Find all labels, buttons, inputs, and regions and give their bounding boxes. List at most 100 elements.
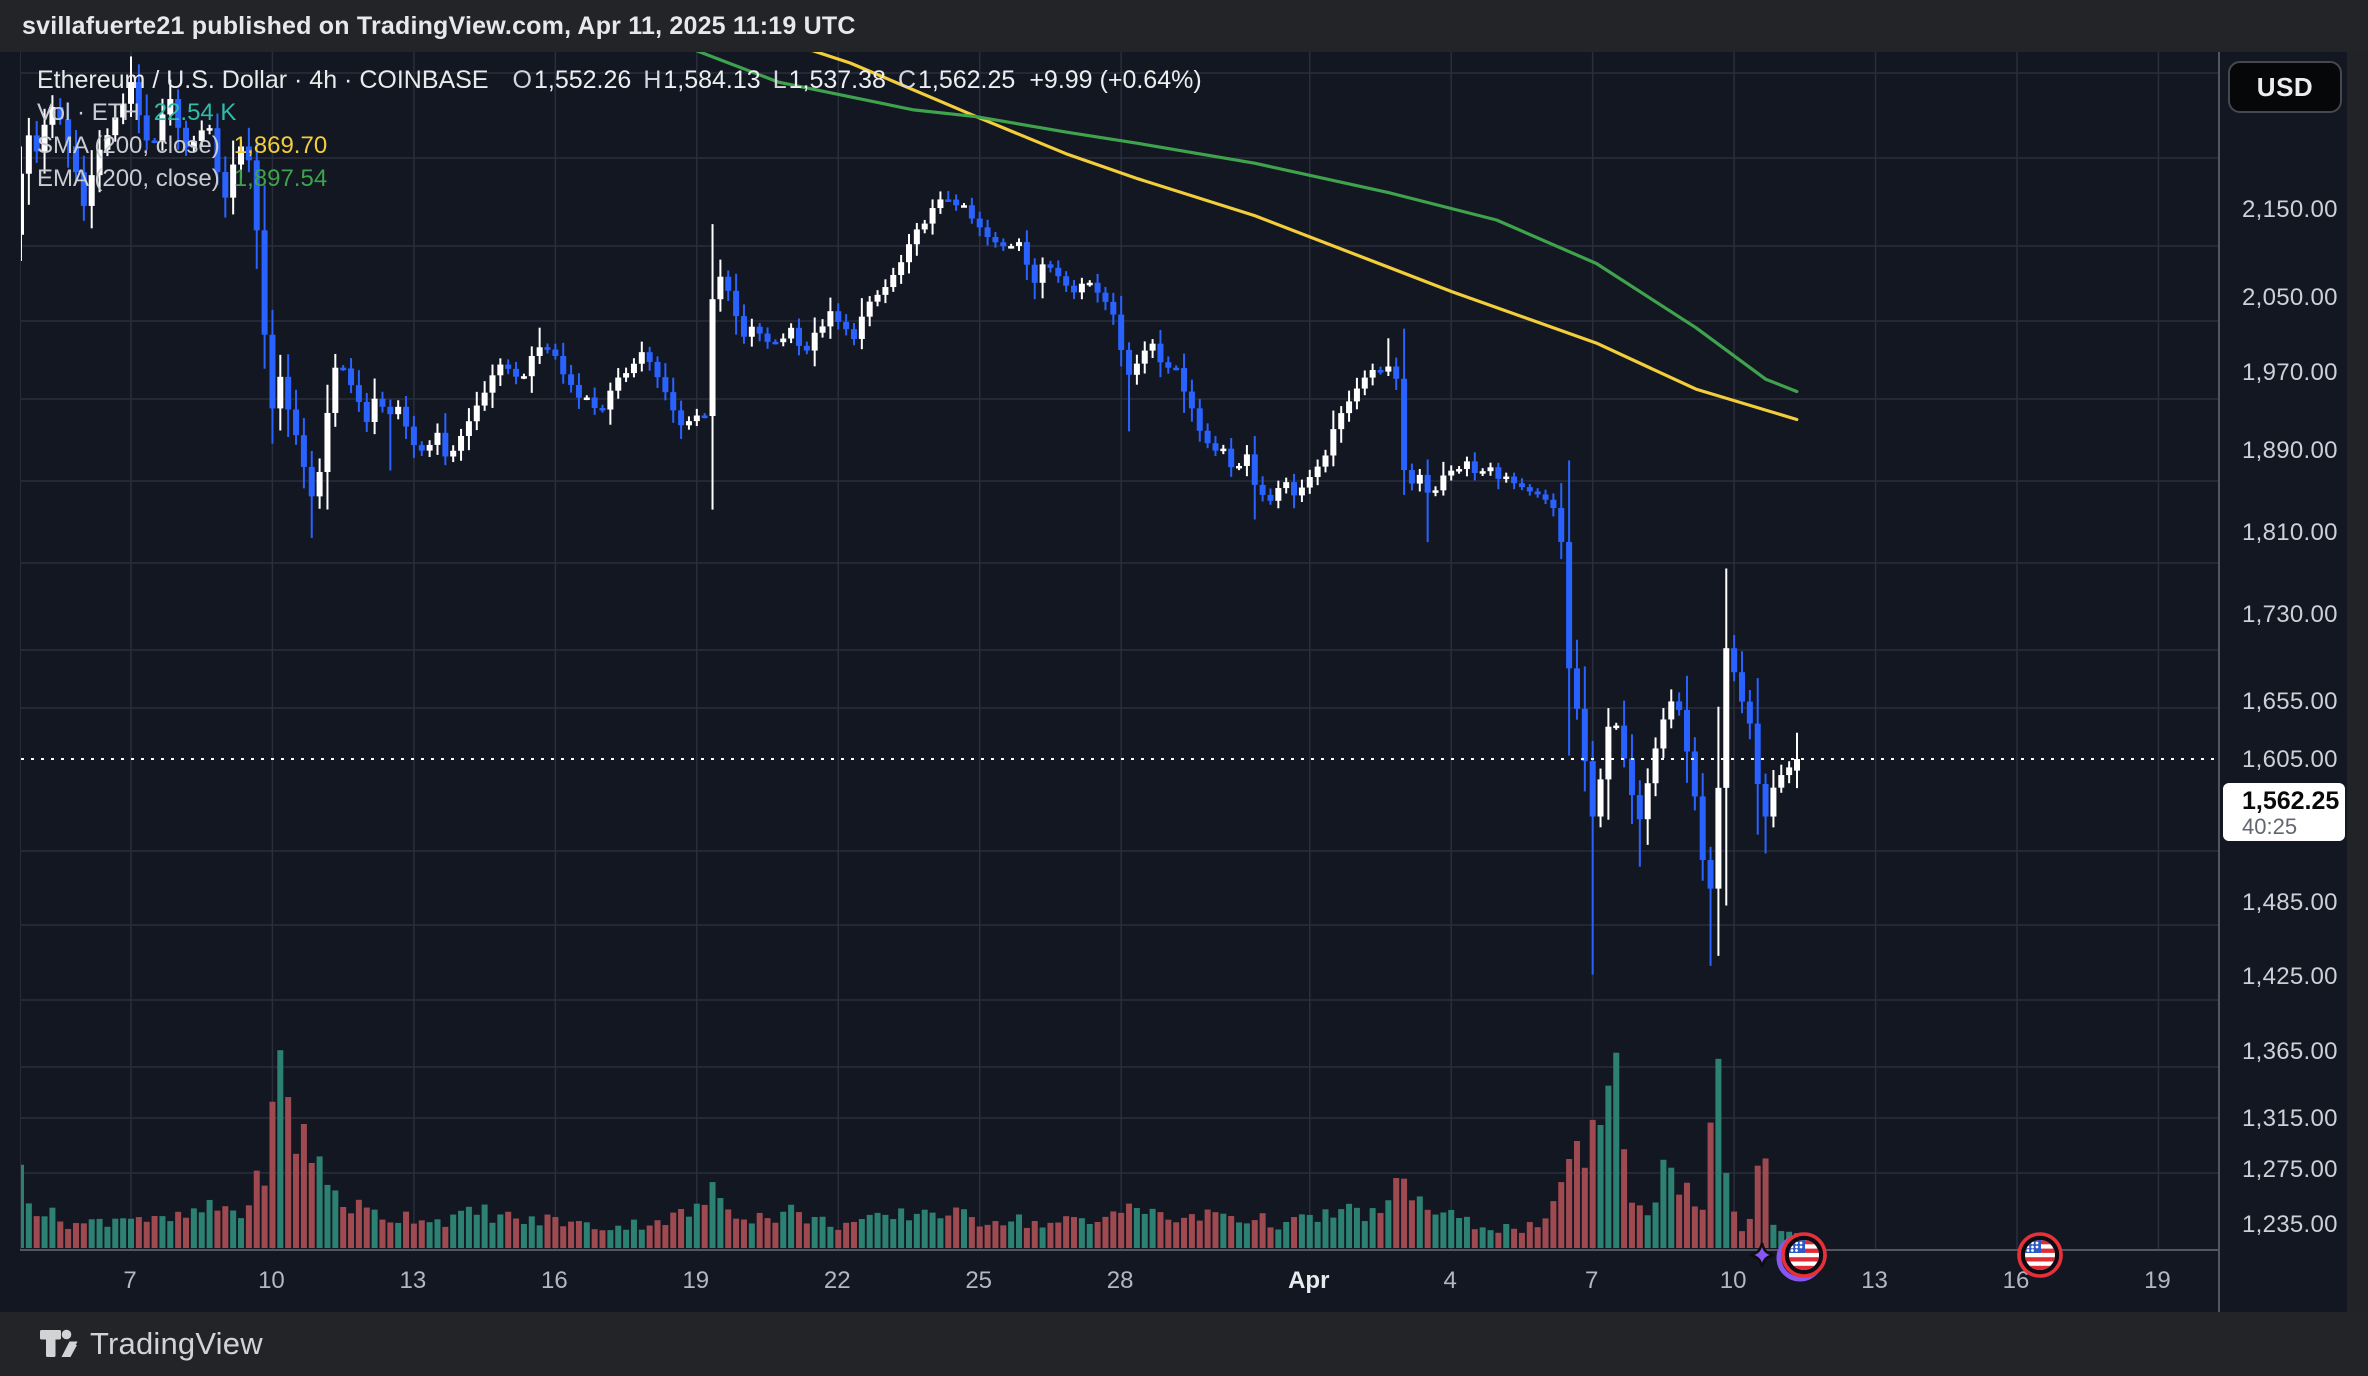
time-axis-label: 4 xyxy=(1443,1267,1457,1294)
volume-bar xyxy=(269,1101,276,1248)
volume-bar xyxy=(1047,1222,1054,1248)
candle-body xyxy=(387,406,394,415)
volume-bar xyxy=(1762,1158,1769,1248)
price-axis-label: 2,150.00 xyxy=(2242,196,2338,223)
volume-bar xyxy=(1220,1213,1227,1248)
time-axis-label: 10 xyxy=(1719,1267,1747,1294)
volume-bar xyxy=(599,1230,606,1248)
volume-bar xyxy=(206,1199,213,1248)
candle-body xyxy=(992,237,999,243)
candle-body xyxy=(874,294,881,302)
volume-bar xyxy=(866,1214,873,1248)
economic-event-flag-us[interactable] xyxy=(1740,1225,1848,1294)
volume-bar xyxy=(96,1218,103,1248)
volume-bar xyxy=(1031,1221,1038,1248)
candle-body xyxy=(1432,490,1439,493)
volume-bar xyxy=(1291,1217,1298,1248)
volume-bar xyxy=(238,1218,245,1248)
volume-bar xyxy=(120,1218,127,1248)
candle-body xyxy=(1794,759,1801,771)
candle-body xyxy=(1133,363,1140,375)
candle-body xyxy=(1550,499,1557,509)
price-pane[interactable]: Ethereum / U.S. Dollar · 4h · COINBASE O… xyxy=(20,52,2218,1249)
tradingview-logo-icon[interactable] xyxy=(40,1329,78,1359)
currency-toggle-button[interactable]: USD xyxy=(2228,61,2342,113)
volume-bar xyxy=(465,1206,472,1248)
volume-bar xyxy=(1322,1209,1329,1248)
time-axis-label: 10 xyxy=(258,1267,285,1294)
price-axis[interactable]: USD 1,562.25 40:25 2,150.00 2,050.00 1,970… xyxy=(2218,52,2347,1312)
volume-bar xyxy=(1165,1219,1172,1248)
volume-bar xyxy=(230,1210,237,1248)
volume-bar xyxy=(1000,1225,1007,1248)
time-axis-label: 22 xyxy=(823,1267,851,1294)
candle-body xyxy=(1644,783,1651,820)
volume-bar xyxy=(937,1218,944,1248)
candle-body xyxy=(1715,787,1722,889)
price-axis-label: 1,315.00 xyxy=(2242,1105,2338,1132)
candle-body xyxy=(1424,474,1431,493)
volume-bar xyxy=(968,1217,975,1248)
volume-bar xyxy=(1511,1228,1518,1248)
time-axis-label: 25 xyxy=(965,1267,993,1294)
volume-bar xyxy=(80,1223,87,1248)
volume-bar xyxy=(1353,1207,1360,1248)
candle-body xyxy=(1385,366,1392,372)
candle-body xyxy=(1141,350,1148,364)
volume-bar xyxy=(819,1216,826,1248)
candle-body xyxy=(701,415,708,419)
volume-bar xyxy=(1471,1229,1478,1248)
candle-body xyxy=(717,276,724,300)
candle-body xyxy=(1699,796,1706,860)
volume-bar xyxy=(788,1204,795,1248)
volume-bar xyxy=(1157,1212,1164,1248)
economic-event-flag-us[interactable] xyxy=(1976,1225,2084,1294)
chart-canvas[interactable] xyxy=(21,52,2218,1249)
candle-body xyxy=(1204,430,1211,444)
candle-body xyxy=(1542,494,1549,500)
volume-bar xyxy=(1071,1217,1078,1248)
volume-bar xyxy=(1566,1159,1573,1248)
volume-bar xyxy=(1016,1214,1023,1248)
candle-body xyxy=(1196,408,1203,431)
candle-body xyxy=(1000,242,1007,247)
candle-body xyxy=(1165,362,1172,368)
volume-bar xyxy=(905,1220,912,1248)
volume-bar xyxy=(591,1229,598,1248)
candle-body xyxy=(238,146,245,165)
candle-body xyxy=(167,99,174,115)
volume-bar xyxy=(709,1182,716,1248)
time-axis[interactable]: 7 10 13 16 19 22 25 28 Apr 4 7 10 13 16 19 xyxy=(20,1249,2347,1312)
volume-bar xyxy=(1063,1216,1070,1248)
volume-bar xyxy=(1534,1227,1541,1248)
volume-bar xyxy=(1605,1085,1612,1248)
candle-body xyxy=(1463,461,1470,470)
candle-body xyxy=(623,373,630,378)
candle-body xyxy=(410,426,417,446)
volume-bar xyxy=(560,1226,567,1248)
volume-bar xyxy=(489,1222,496,1248)
tradingview-wordmark[interactable]: TradingView xyxy=(90,1326,263,1361)
candle-body xyxy=(513,368,520,377)
volume-bar xyxy=(678,1208,685,1248)
candle-body xyxy=(1754,723,1761,785)
volume-bar xyxy=(623,1229,630,1248)
volume-bar xyxy=(701,1204,708,1248)
candle-body xyxy=(230,164,237,198)
volume-bar xyxy=(843,1222,850,1248)
volume-bar xyxy=(992,1221,999,1248)
volume-bar xyxy=(1055,1222,1062,1248)
candle-body xyxy=(733,290,740,317)
candle-body xyxy=(1408,470,1415,484)
volume-bar xyxy=(450,1214,457,1248)
candle-wick xyxy=(1426,459,1429,543)
candle-body xyxy=(434,432,441,445)
candle-body xyxy=(1518,483,1525,488)
volume-bar xyxy=(764,1218,771,1248)
candle-body xyxy=(1338,413,1345,430)
candle-body xyxy=(1086,282,1093,286)
volume-bar xyxy=(379,1219,386,1248)
candle-body xyxy=(245,146,252,161)
volume-bar xyxy=(772,1222,779,1248)
